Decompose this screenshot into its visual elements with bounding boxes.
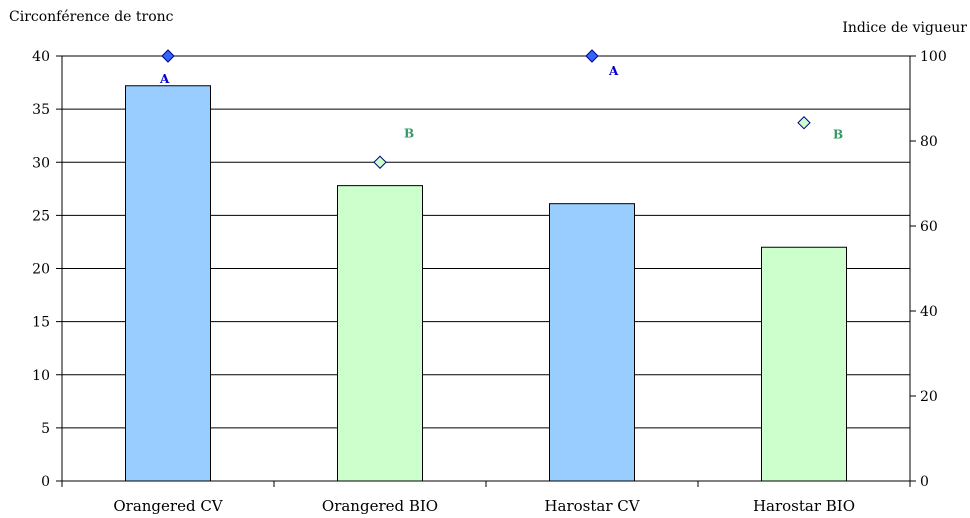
- diamond-marker: [797, 116, 811, 130]
- x-tick-label: Orangered BIO: [322, 497, 438, 515]
- significance-label: B: [833, 128, 843, 142]
- left-tick-label: 40: [32, 49, 50, 65]
- right-tick-label: 20: [920, 389, 938, 405]
- left-tick-label: 25: [32, 208, 50, 224]
- left-tick-label: 30: [32, 155, 50, 171]
- bar: [549, 203, 635, 482]
- significance-label: A: [159, 72, 170, 86]
- diamond-marker: [585, 49, 599, 63]
- bar: [337, 185, 423, 482]
- x-tick-label: Harostar BIO: [753, 497, 855, 515]
- diamond-marker: [373, 155, 387, 169]
- x-tick-label: Orangered CV: [113, 497, 223, 515]
- significance-label: B: [404, 126, 414, 140]
- left-tick-label: 35: [32, 102, 50, 118]
- left-tick-label: 20: [32, 262, 50, 278]
- left-axis-title: Circonférence de tronc: [9, 9, 174, 25]
- right-tick-label: 0: [920, 474, 929, 490]
- left-tick-label: 10: [32, 368, 50, 384]
- bar: [125, 85, 211, 482]
- left-tick-label: 0: [41, 474, 50, 490]
- left-tick-label: 5: [41, 421, 50, 437]
- right-axis-title: Indice de vigueur: [842, 20, 967, 36]
- x-tick-label: Harostar CV: [544, 497, 640, 515]
- right-tick-label: 60: [920, 219, 938, 235]
- significance-label: A: [608, 64, 619, 78]
- bar: [761, 246, 847, 482]
- right-tick-label: 100: [920, 49, 947, 65]
- left-tick-label: 15: [32, 315, 50, 331]
- right-tick-label: 80: [920, 134, 938, 150]
- diamond-marker: [161, 49, 175, 63]
- right-tick-label: 40: [920, 304, 938, 320]
